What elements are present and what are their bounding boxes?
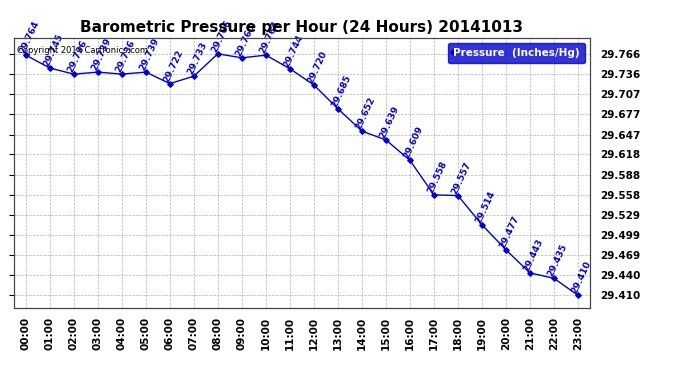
Text: 29.514: 29.514 bbox=[474, 189, 497, 225]
Text: 29.733: 29.733 bbox=[186, 41, 208, 76]
Text: 29.736: 29.736 bbox=[66, 39, 88, 74]
Text: Copyright 2014 Cartronics.com: Copyright 2014 Cartronics.com bbox=[17, 46, 148, 55]
Legend: Pressure  (Inches/Hg): Pressure (Inches/Hg) bbox=[448, 43, 584, 63]
Text: 29.764: 29.764 bbox=[257, 20, 281, 55]
Text: 29.739: 29.739 bbox=[90, 37, 112, 72]
Text: 29.435: 29.435 bbox=[546, 243, 569, 278]
Title: Barometric Pressure per Hour (24 Hours) 20141013: Barometric Pressure per Hour (24 Hours) … bbox=[80, 20, 524, 35]
Text: 29.639: 29.639 bbox=[377, 105, 401, 140]
Text: 29.764: 29.764 bbox=[18, 20, 41, 55]
Text: 29.766: 29.766 bbox=[210, 18, 233, 54]
Text: 29.760: 29.760 bbox=[234, 22, 257, 58]
Text: 29.652: 29.652 bbox=[354, 96, 377, 131]
Text: 29.739: 29.739 bbox=[138, 37, 161, 72]
Text: 29.557: 29.557 bbox=[450, 160, 473, 196]
Text: 29.720: 29.720 bbox=[306, 50, 328, 85]
Text: 29.736: 29.736 bbox=[114, 39, 137, 74]
Text: 29.744: 29.744 bbox=[282, 33, 305, 69]
Text: 29.609: 29.609 bbox=[402, 125, 424, 160]
Text: 29.477: 29.477 bbox=[497, 214, 521, 250]
Text: 29.745: 29.745 bbox=[41, 33, 65, 68]
Text: 29.558: 29.558 bbox=[426, 160, 449, 195]
Text: 29.722: 29.722 bbox=[161, 48, 185, 84]
Text: 29.410: 29.410 bbox=[570, 260, 593, 295]
Text: 29.443: 29.443 bbox=[522, 237, 544, 273]
Text: 29.685: 29.685 bbox=[330, 74, 353, 109]
